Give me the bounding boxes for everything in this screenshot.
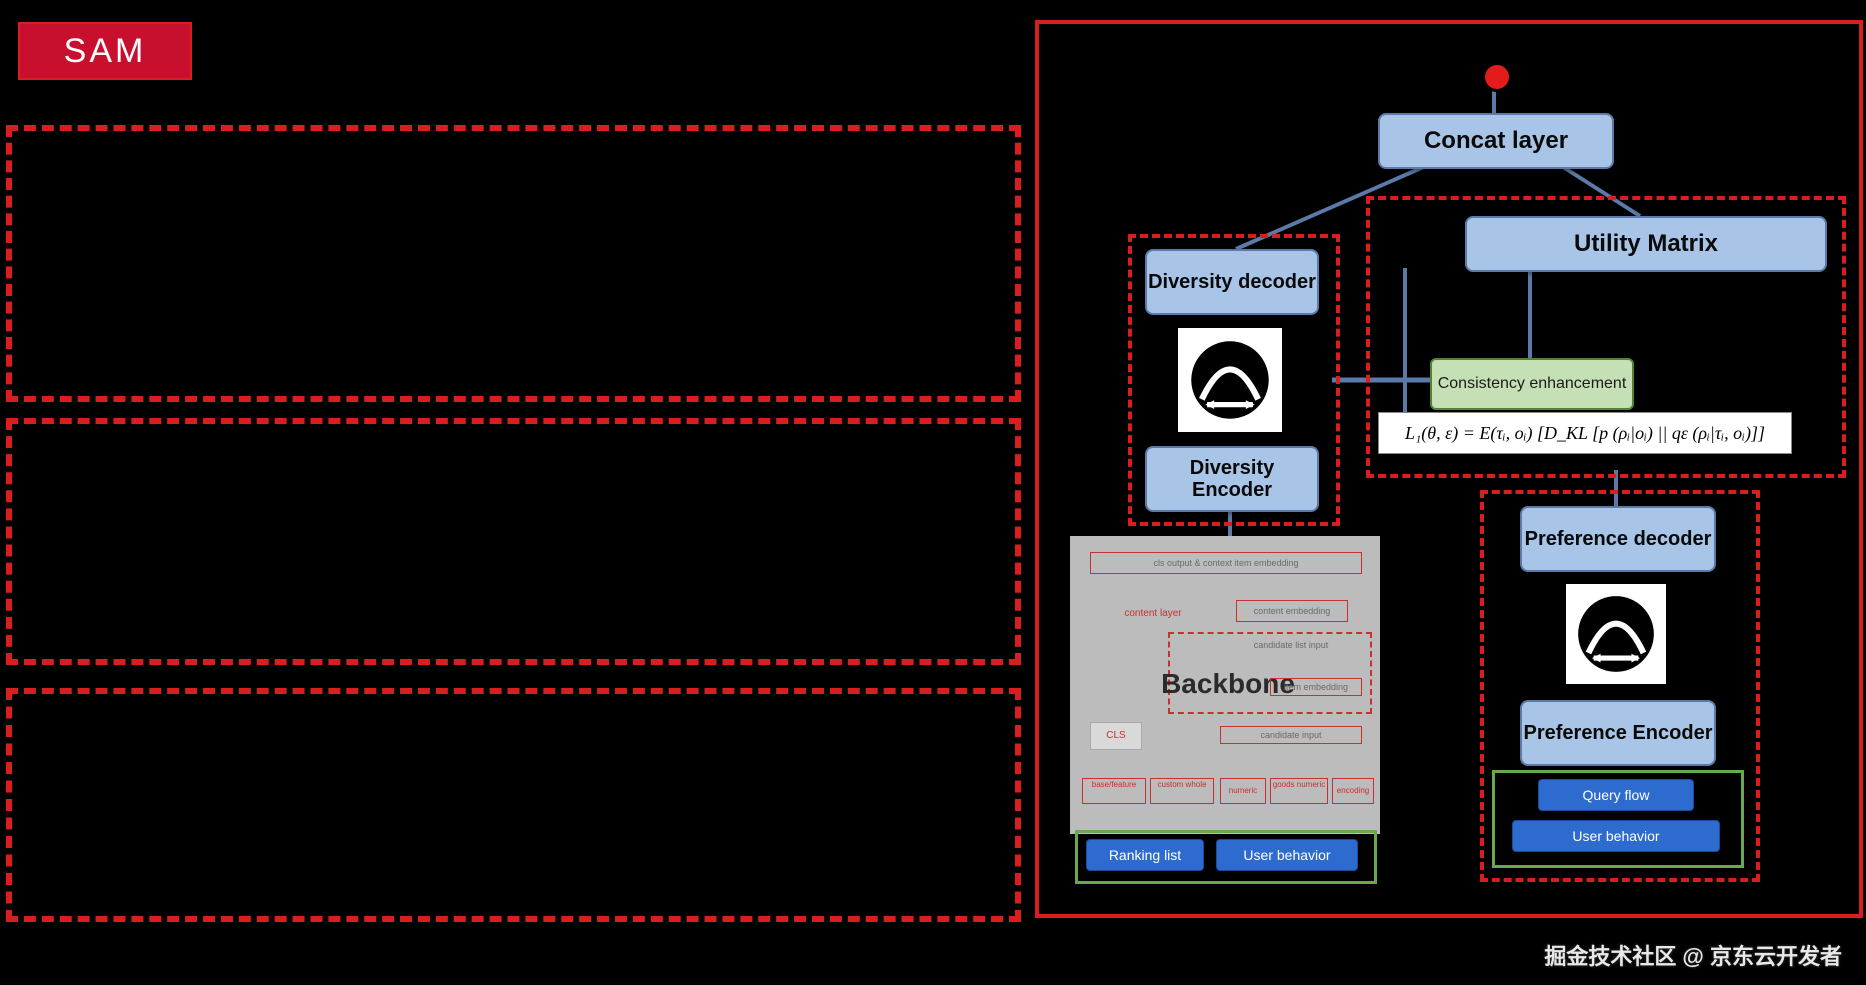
query-flow-input: Query flow [1538, 779, 1694, 811]
preference-encoder-label: Preference Encoder [1524, 722, 1713, 744]
row-box-3: goods numeric [1270, 778, 1328, 804]
row-box-0-label: base/feature [1083, 779, 1145, 791]
item-embedding-label: item embedding [1271, 679, 1361, 695]
candidate-input-label: candidate input [1221, 727, 1361, 743]
row-box-4-label: encoding [1333, 779, 1373, 803]
left-dashed-box-2 [6, 418, 1021, 665]
user-behavior-left-label: User behavior [1243, 847, 1330, 863]
preference-decoder-node: Preference decoder [1520, 506, 1716, 572]
consistency-enhancement-label: Consistency enhancement [1438, 375, 1627, 393]
item-embedding-box: item embedding [1270, 678, 1362, 696]
consistency-enhancement-node: Consistency enhancement [1430, 358, 1634, 410]
left-dashed-box-3 [6, 688, 1021, 922]
diversity-encoder-node: Diversity Encoder [1145, 446, 1319, 512]
row-box-2: numeric [1220, 778, 1266, 804]
backbone-top-strip: cls output & context item embedding [1090, 552, 1362, 574]
diversity-decoder-node: Diversity decoder [1145, 249, 1319, 315]
formula-text: L₁(θ, ε) = E(τᵢ, oᵢ) [D_KL [p (ρᵢ|oᵢ) ||… [1405, 423, 1765, 444]
diversity-encoder-label: Diversity Encoder [1147, 457, 1317, 501]
preference-decoder-label: Preference decoder [1525, 528, 1712, 550]
concat-layer-label: Concat layer [1424, 127, 1568, 155]
candidate-input-box: candidate input [1220, 726, 1362, 744]
content-embedding-label: content embedding [1237, 601, 1347, 621]
query-flow-label: Query flow [1583, 787, 1650, 803]
cls-label: CLS [1091, 723, 1141, 749]
row-box-0: base/feature [1082, 778, 1146, 804]
watermark-text: 掘金技术社区 @ 京东云开发者 [1544, 944, 1842, 969]
cls-box: CLS [1090, 722, 1142, 750]
row-box-1: custom whole [1150, 778, 1214, 804]
backbone-top-strip-label: cls output & context item embedding [1091, 553, 1361, 573]
preference-encoder-node: Preference Encoder [1520, 700, 1716, 766]
left-dashed-box-1 [6, 125, 1021, 402]
watermark: 掘金技术社区 @ 京东云开发者 [1544, 939, 1842, 971]
concat-layer-node: Concat layer [1378, 113, 1614, 169]
row-box-2-label: numeric [1221, 779, 1265, 803]
row-box-4: encoding [1332, 778, 1374, 804]
content-layer-label: content layer [1108, 608, 1198, 622]
output-dot [1482, 62, 1512, 92]
title-tag-label: SAM [64, 32, 147, 71]
title-tag: SAM [18, 22, 192, 80]
user-behavior-input-left: User behavior [1216, 839, 1358, 871]
candidate-list-input-label: candidate list input [1236, 640, 1346, 656]
ranking-list-label: Ranking list [1109, 847, 1181, 863]
diversity-vae-icon [1178, 328, 1282, 432]
diversity-decoder-label: Diversity decoder [1148, 271, 1316, 293]
preference-vae-icon [1566, 584, 1666, 684]
user-behavior-right-label: User behavior [1572, 828, 1659, 844]
row-box-1-label: custom whole [1151, 779, 1213, 791]
content-embedding-box: content embedding [1236, 600, 1348, 622]
formula-box: L₁(θ, ε) = E(τᵢ, oᵢ) [D_KL [p (ρᵢ|oᵢ) ||… [1378, 412, 1792, 454]
user-behavior-input-right: User behavior [1512, 820, 1720, 852]
ranking-list-input: Ranking list [1086, 839, 1204, 871]
row-box-3-label: goods numeric [1271, 779, 1327, 791]
